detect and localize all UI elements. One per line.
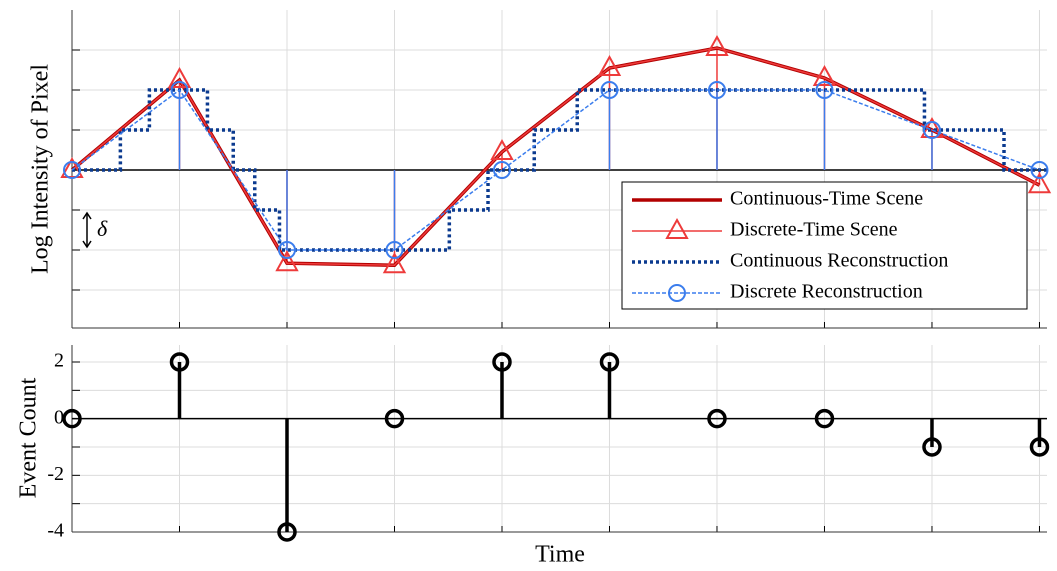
series-line bbox=[72, 88, 1047, 252]
triangle-marker bbox=[382, 252, 407, 274]
y-tick-label: 2 bbox=[54, 350, 64, 372]
circle-marker bbox=[1030, 161, 1049, 179]
legend-label: Discrete-Time Scene bbox=[730, 219, 898, 241]
circle-marker bbox=[492, 161, 511, 179]
legend-label: Discrete Reconstruction bbox=[730, 281, 923, 303]
legend-label: Continuous Reconstruction bbox=[730, 250, 948, 272]
circle-marker bbox=[63, 161, 81, 179]
circle-marker bbox=[922, 437, 942, 457]
y-axis-label: Event Count bbox=[16, 377, 42, 498]
legend-box bbox=[621, 181, 1028, 310]
circle-marker bbox=[600, 81, 619, 99]
series-line bbox=[71, 47, 1040, 266]
y-axis-label: Log Intensity of Pixel bbox=[28, 64, 54, 274]
circle-marker bbox=[707, 408, 727, 429]
circle-marker bbox=[707, 81, 726, 99]
triangle-marker bbox=[705, 34, 729, 56]
delta-arrow-heads bbox=[82, 211, 92, 249]
circle-marker bbox=[169, 352, 190, 372]
circle-marker bbox=[170, 81, 189, 99]
triangle-marker bbox=[275, 250, 299, 272]
circle-marker bbox=[599, 352, 620, 372]
circle-marker bbox=[384, 408, 405, 429]
y-tick-label: -4 bbox=[47, 520, 64, 542]
y-tick-label: -2 bbox=[47, 463, 64, 485]
circle-marker bbox=[922, 121, 941, 139]
circle-marker bbox=[385, 241, 404, 259]
x-axis-label: Time bbox=[535, 542, 585, 568]
circle-marker bbox=[814, 408, 835, 429]
circle-marker bbox=[1029, 437, 1050, 457]
circle-marker bbox=[815, 81, 834, 99]
legend-label: Continuous-Time Scene bbox=[730, 188, 923, 210]
triangle-marker bbox=[490, 138, 514, 160]
delta-annotation: δ bbox=[97, 216, 108, 241]
legend-marker bbox=[668, 284, 686, 302]
circle-marker bbox=[277, 241, 296, 259]
triangle-marker bbox=[812, 64, 837, 86]
circle-marker bbox=[492, 352, 512, 372]
series-line bbox=[71, 88, 1040, 251]
circle-marker bbox=[62, 408, 82, 429]
y-tick-label: 0 bbox=[54, 406, 64, 428]
triangle-marker bbox=[597, 54, 622, 76]
triangle-marker bbox=[167, 66, 192, 88]
circle-marker bbox=[277, 522, 297, 542]
legend-marker bbox=[665, 217, 689, 239]
triangle-marker bbox=[1027, 172, 1052, 194]
